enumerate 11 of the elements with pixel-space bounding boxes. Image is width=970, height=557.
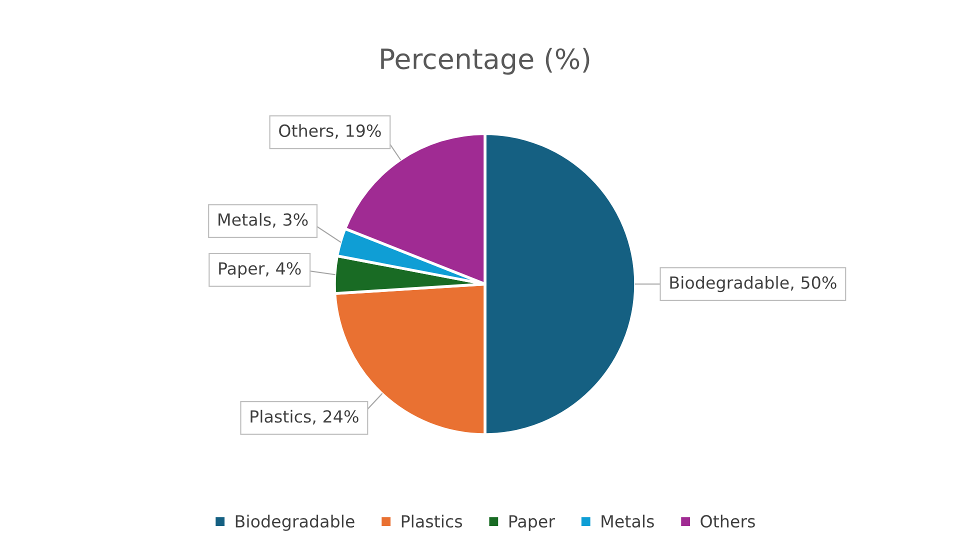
- data-label: Paper, 4%: [219, 262, 301, 278]
- legend-label: Plastics: [402, 514, 462, 528]
- chart-title: Percentage (%): [381, 48, 590, 75]
- legend-label: Biodegradable: [236, 514, 354, 531]
- legend-label: Paper: [509, 515, 556, 531]
- legend-label: Others: [700, 514, 755, 528]
- data-label: Metals, 3%: [218, 213, 308, 228]
- legend-label: Metals: [602, 514, 654, 528]
- data-label: Others, 19%: [279, 124, 381, 139]
- data-label: Plastics, 24%: [250, 410, 358, 424]
- data-label: Biodegradable, 50%: [670, 276, 836, 292]
